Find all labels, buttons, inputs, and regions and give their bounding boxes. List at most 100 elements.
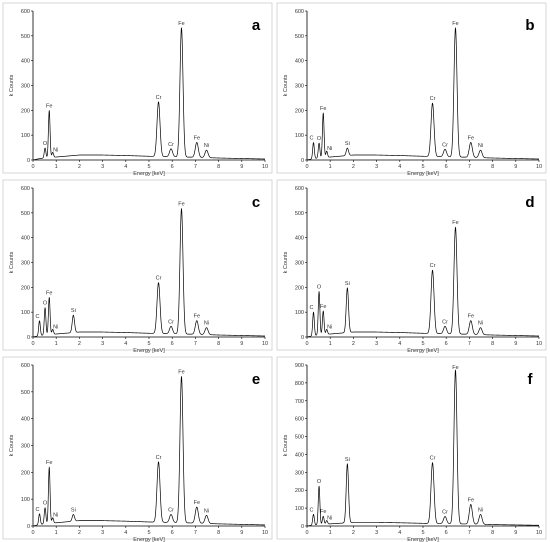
peak-label-cr: Cr: [430, 456, 436, 462]
panel-letter: a: [252, 17, 261, 34]
x-tick-label: 4: [124, 341, 127, 347]
x-tick-label: 9: [514, 164, 517, 170]
spectrum-line: [306, 27, 540, 161]
x-tick-label: 10: [262, 164, 268, 170]
peak-label-o: O: [317, 285, 322, 291]
x-tick-label: 2: [78, 164, 81, 170]
y-tick-label: 0: [301, 158, 304, 164]
peak-label-fe: Fe: [194, 135, 200, 141]
x-tick-label: 1: [55, 530, 58, 536]
y-tick-label: 200: [295, 488, 304, 494]
y-tick-label: 500: [295, 435, 304, 441]
peak-label-fe: Fe: [194, 314, 200, 320]
peak-label-o: O: [317, 479, 322, 485]
peak-label-cr: Cr: [156, 276, 162, 282]
x-axis-title: Energy [keV]: [407, 348, 439, 354]
y-tick-label: 400: [21, 236, 30, 242]
peak-label-cr: Cr: [430, 96, 436, 102]
spectrum-panel-f: 0 100 200 300 400 500 600 700 800 900 0 1 2 3 4 5 6 7 8 9 10…: [276, 356, 547, 542]
peak-label-cr: Cr: [442, 319, 448, 325]
x-tick-label: 7: [468, 341, 471, 347]
x-tick-label: 1: [329, 164, 332, 170]
peak-label-cr: Cr: [442, 142, 448, 148]
x-tick-label: 9: [240, 530, 243, 536]
x-tick-label: 2: [352, 530, 355, 536]
x-axis-title: Energy [keV]: [133, 537, 165, 542]
peak-label-si: Si: [345, 281, 350, 287]
y-tick-label: 300: [295, 261, 304, 267]
x-axis-title: Energy [keV]: [133, 348, 165, 354]
x-tick-label: 3: [375, 530, 378, 536]
peak-label-ni: Ni: [478, 321, 483, 327]
y-tick-label: 600: [21, 186, 30, 192]
peak-label-c: C: [310, 136, 314, 142]
peak-label-fe: Fe: [320, 106, 326, 112]
peak-label-o: O: [43, 301, 48, 307]
y-tick-label: 300: [295, 470, 304, 476]
peak-label-fe: Fe: [178, 369, 184, 375]
peak-label-o: O: [43, 501, 48, 507]
peak-label-c: C: [36, 314, 40, 320]
y-axis-title: k Counts: [283, 251, 289, 273]
spectrum-panel-c: 0 100 200 300 400 500 600 0 1 2 3 4 5 6 7 8 9 10 Energy [k…: [2, 179, 273, 354]
x-tick-label: 8: [217, 164, 220, 170]
peak-label-fe: Fe: [468, 135, 474, 141]
x-tick-label: 9: [514, 341, 517, 347]
peak-label-ni: Ni: [327, 324, 332, 330]
x-tick-label: 9: [240, 341, 243, 347]
x-tick-label: 7: [194, 341, 197, 347]
x-tick-label: 9: [240, 164, 243, 170]
x-tick-label: 0: [305, 341, 308, 347]
x-tick-label: 2: [352, 341, 355, 347]
panel-letter: d: [525, 194, 534, 211]
peak-label-cr: Cr: [168, 142, 174, 148]
peak-label-si: Si: [345, 457, 350, 463]
y-tick-label: 500: [21, 390, 30, 396]
spectrum-panel-a: 0 100 200 300 400 500 600 0 1 2 3 4 5 6 7 8 9 10 Energy [k…: [2, 2, 273, 177]
x-tick-label: 4: [124, 530, 127, 536]
x-tick-label: 5: [421, 530, 424, 536]
peak-label-fe: Fe: [452, 220, 458, 226]
spectrum-panel-e: 0 100 200 300 400 500 600 0 1 2 3 4 5 6 7 8 9 10 Energy [k…: [2, 356, 273, 542]
panel-frame: [2, 356, 273, 540]
x-tick-label: 5: [421, 164, 424, 170]
spectrum-panel-d: 0 100 200 300 400 500 600 0 1 2 3 4 5 6 7 8 9 10 Energy [k…: [276, 179, 547, 354]
peak-label-cr: Cr: [156, 455, 162, 461]
y-tick-label: 0: [27, 524, 30, 530]
peak-label-o: O: [317, 136, 322, 142]
y-tick-label: 800: [295, 381, 304, 387]
peak-label-c: C: [36, 507, 40, 513]
peak-label-ni: Ni: [478, 507, 483, 513]
y-axis-title: k Counts: [9, 74, 15, 96]
x-axis-title: Energy [keV]: [407, 171, 439, 177]
spectrum-line: [306, 369, 540, 527]
y-tick-label: 100: [295, 506, 304, 512]
peak-label-ni: Ni: [204, 508, 209, 514]
y-tick-label: 600: [21, 363, 30, 369]
panel-letter: c: [252, 194, 260, 211]
peak-label-fe: Fe: [468, 314, 474, 320]
y-tick-label: 400: [295, 59, 304, 65]
peak-label-fe: Fe: [194, 500, 200, 506]
peak-label-ni: Ni: [478, 143, 483, 149]
x-tick-label: 10: [262, 341, 268, 347]
y-tick-label: 600: [295, 186, 304, 192]
x-tick-label: 6: [171, 341, 174, 347]
panel-letter: e: [252, 371, 260, 388]
peak-label-fe: Fe: [46, 290, 52, 296]
y-tick-label: 600: [295, 9, 304, 15]
y-tick-label: 500: [295, 34, 304, 40]
y-tick-label: 600: [21, 9, 30, 15]
peak-label-cr: Cr: [168, 507, 174, 513]
x-tick-label: 6: [445, 530, 448, 536]
x-tick-label: 7: [468, 164, 471, 170]
peak-label-ni: Ni: [327, 146, 332, 152]
y-tick-label: 100: [295, 133, 304, 139]
x-axis-title: Energy [keV]: [407, 537, 439, 542]
panel-letter: b: [525, 17, 534, 34]
x-tick-label: 9: [514, 530, 517, 536]
y-tick-label: 900: [295, 363, 304, 369]
peak-label-fe: Fe: [178, 202, 184, 208]
x-tick-label: 7: [194, 530, 197, 536]
